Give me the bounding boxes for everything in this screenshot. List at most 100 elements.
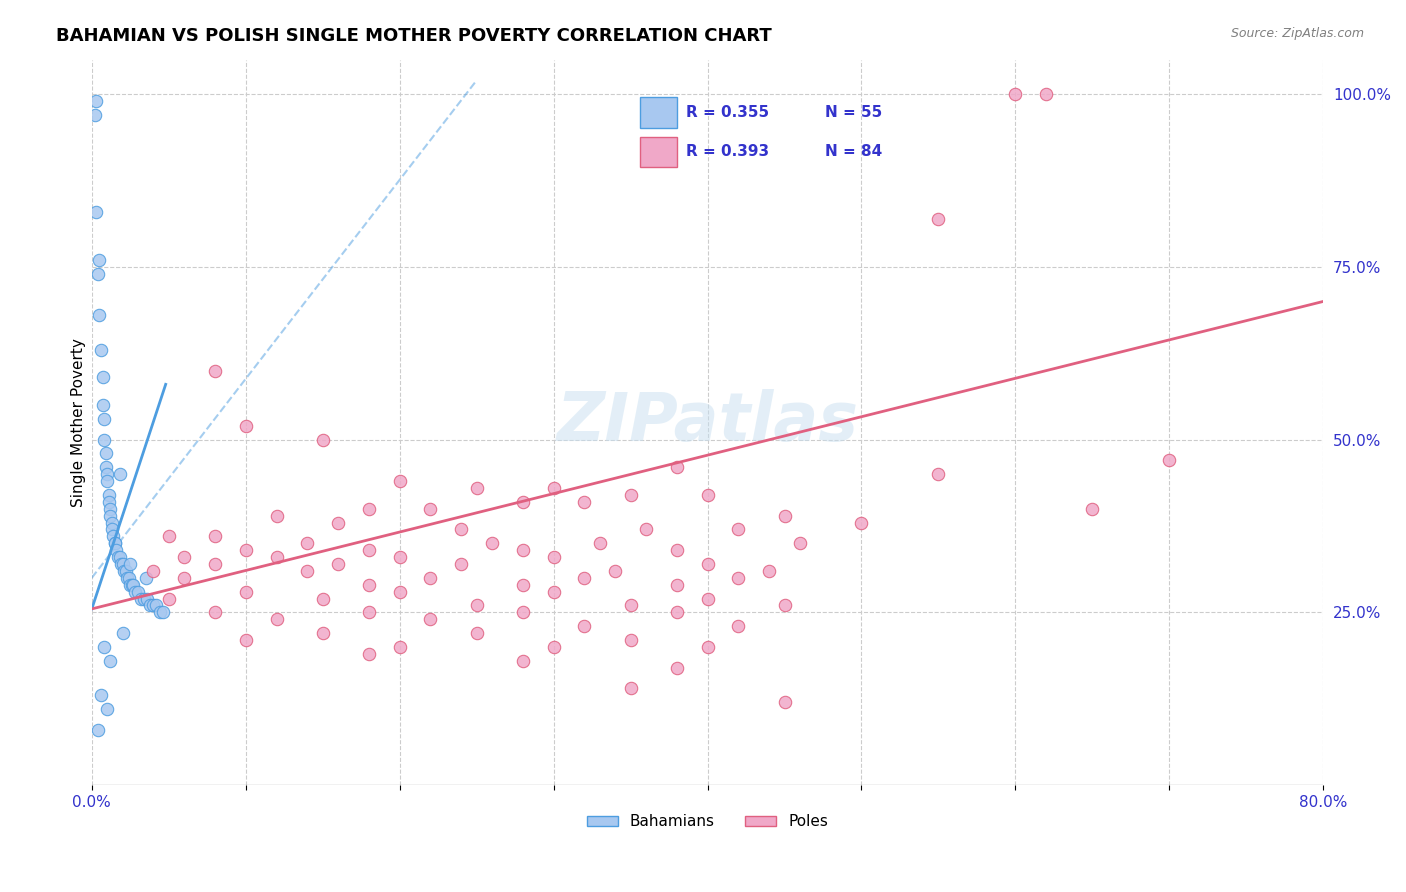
Point xyxy=(326,516,349,530)
Point xyxy=(129,591,152,606)
Point xyxy=(90,343,112,357)
Point xyxy=(86,204,108,219)
Point xyxy=(96,702,118,716)
Point xyxy=(512,605,534,619)
Point xyxy=(419,612,441,626)
Point xyxy=(312,591,335,606)
Point xyxy=(1035,87,1057,102)
Point xyxy=(136,591,159,606)
Point xyxy=(543,640,565,654)
Point xyxy=(204,605,226,619)
Point xyxy=(589,536,612,550)
Point xyxy=(465,481,488,495)
Point xyxy=(101,523,124,537)
Point xyxy=(727,619,749,633)
Point xyxy=(619,632,641,647)
Point xyxy=(91,370,114,384)
Point xyxy=(86,94,108,108)
Point xyxy=(87,267,110,281)
Point xyxy=(115,571,138,585)
Point xyxy=(112,564,135,578)
Point xyxy=(87,723,110,737)
Point xyxy=(89,252,111,267)
Point xyxy=(173,571,195,585)
Point xyxy=(665,605,688,619)
Point xyxy=(142,599,165,613)
Point xyxy=(266,550,288,565)
Point xyxy=(93,433,115,447)
Point xyxy=(789,536,811,550)
Point xyxy=(665,660,688,674)
Point xyxy=(927,211,949,226)
Point xyxy=(696,640,718,654)
Point xyxy=(139,599,162,613)
Point xyxy=(543,550,565,565)
Point xyxy=(512,654,534,668)
Point xyxy=(120,557,142,571)
Point xyxy=(619,681,641,696)
Text: Source: ZipAtlas.com: Source: ZipAtlas.com xyxy=(1230,27,1364,40)
Point xyxy=(512,495,534,509)
Point xyxy=(120,578,142,592)
Point xyxy=(235,543,257,558)
Point xyxy=(145,599,167,613)
Point xyxy=(107,550,129,565)
Point xyxy=(927,467,949,482)
Point xyxy=(97,488,120,502)
Point xyxy=(312,433,335,447)
Point xyxy=(94,460,117,475)
Point xyxy=(312,626,335,640)
Point xyxy=(157,591,180,606)
Point xyxy=(758,564,780,578)
Point xyxy=(357,543,380,558)
Point xyxy=(574,495,596,509)
Point xyxy=(297,564,319,578)
Point xyxy=(83,108,105,122)
Point xyxy=(512,543,534,558)
Point xyxy=(266,508,288,523)
Point xyxy=(605,564,627,578)
Point xyxy=(121,578,143,592)
Point xyxy=(773,695,796,709)
Point xyxy=(388,584,411,599)
Point xyxy=(696,488,718,502)
Point xyxy=(127,584,149,599)
Point xyxy=(94,446,117,460)
Point xyxy=(89,308,111,322)
Point xyxy=(96,467,118,482)
Point xyxy=(388,474,411,488)
Point xyxy=(665,543,688,558)
Point xyxy=(142,564,165,578)
Point xyxy=(111,626,134,640)
Point xyxy=(543,481,565,495)
Point xyxy=(574,619,596,633)
Point xyxy=(388,550,411,565)
Y-axis label: Single Mother Poverty: Single Mother Poverty xyxy=(72,338,86,507)
Point xyxy=(101,516,124,530)
Point xyxy=(727,571,749,585)
Point xyxy=(450,557,472,571)
Point xyxy=(357,647,380,661)
Text: BAHAMIAN VS POLISH SINGLE MOTHER POVERTY CORRELATION CHART: BAHAMIAN VS POLISH SINGLE MOTHER POVERTY… xyxy=(56,27,772,45)
Point xyxy=(122,578,145,592)
Point xyxy=(118,571,141,585)
Point xyxy=(357,605,380,619)
Point xyxy=(157,529,180,543)
Point xyxy=(266,612,288,626)
Point xyxy=(543,584,565,599)
Point xyxy=(93,640,115,654)
Point xyxy=(98,501,121,516)
Point xyxy=(297,536,319,550)
Point xyxy=(96,474,118,488)
Point xyxy=(1159,453,1181,467)
Point xyxy=(619,599,641,613)
Point xyxy=(357,501,380,516)
Point xyxy=(665,460,688,475)
Point xyxy=(465,599,488,613)
Point xyxy=(696,591,718,606)
Point xyxy=(134,591,156,606)
Point xyxy=(619,488,641,502)
Point xyxy=(98,654,121,668)
Point xyxy=(696,557,718,571)
Point xyxy=(1081,501,1104,516)
